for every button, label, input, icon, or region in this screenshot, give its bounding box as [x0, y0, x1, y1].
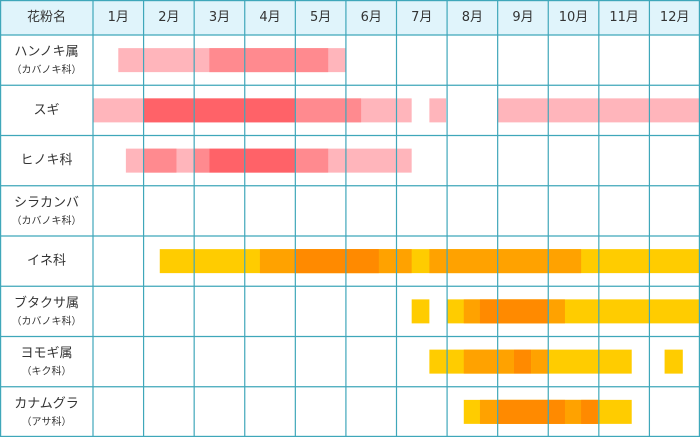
season-bar — [513, 349, 532, 374]
month-label: 9月 — [512, 10, 533, 25]
month-label: 4月 — [259, 10, 280, 25]
pollen-note: （カバノキ科） — [12, 63, 82, 76]
month-label: 1月 — [108, 10, 129, 25]
season-bar — [294, 249, 379, 274]
month-label: 3月 — [209, 10, 230, 25]
pollen-note: （キク科） — [22, 365, 72, 378]
season-bar — [531, 349, 549, 374]
season-bar — [209, 48, 329, 73]
season-bar — [209, 148, 296, 173]
season-bar — [429, 98, 447, 123]
season-bar — [664, 349, 683, 374]
season-bar — [429, 249, 582, 274]
season-bar — [143, 148, 177, 173]
season-bar — [581, 399, 598, 424]
season-bar — [194, 148, 210, 173]
pollen-name: ハンノキ属 — [14, 45, 78, 60]
month-label: 6月 — [361, 10, 382, 25]
pollen-name: イネ科 — [27, 254, 66, 269]
month-label: 12月 — [660, 10, 690, 25]
season-bar — [463, 349, 514, 374]
season-bar — [295, 98, 362, 123]
season-bar — [411, 299, 430, 324]
pollen-name: ヒノキ科 — [20, 153, 72, 168]
month-label: 10月 — [559, 10, 589, 25]
pollen-note: （アサ科） — [22, 415, 72, 428]
season-bar — [497, 399, 565, 424]
month-label: 11月 — [609, 10, 639, 25]
header-title: 花粉名 — [27, 9, 66, 25]
pollen-name: ヨモギ属 — [20, 346, 72, 361]
pollen-name: カナムグラ — [14, 396, 79, 411]
month-label: 2月 — [158, 10, 179, 25]
season-bar — [479, 299, 549, 324]
season-bar — [143, 98, 296, 123]
pollen-note: （カバノキ科） — [12, 314, 82, 327]
month-label: 5月 — [310, 10, 331, 25]
pollen-name: スギ — [33, 103, 59, 118]
pollen-name: ブタクサ属 — [14, 295, 79, 311]
pollen-note: （カバノキ科） — [12, 214, 82, 227]
header-bg — [0, 0, 700, 35]
month-label: 8月 — [462, 10, 483, 25]
pollen-name: シラカンバ — [14, 195, 79, 210]
month-label: 7月 — [411, 10, 432, 25]
season-bar — [295, 148, 329, 173]
